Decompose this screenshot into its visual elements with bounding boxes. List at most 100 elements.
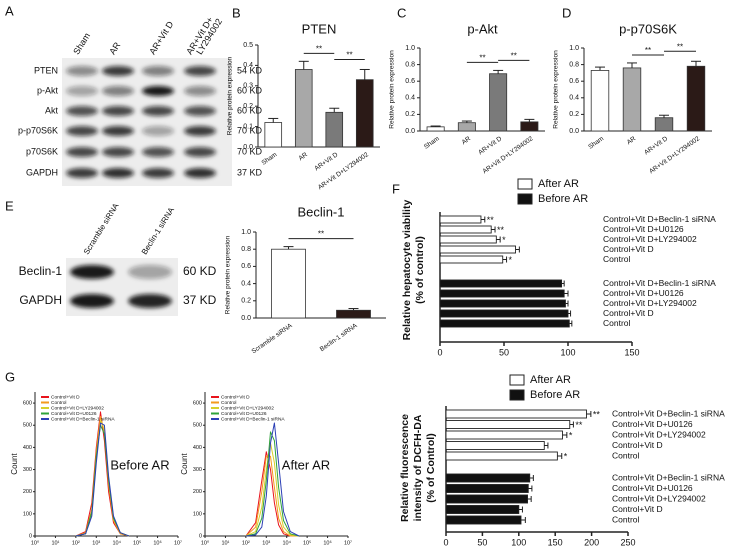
bar	[439, 215, 482, 224]
error-bar	[268, 117, 279, 123]
blot-band	[102, 126, 134, 136]
legend-swatch	[509, 389, 525, 401]
y-tick-label: 0.6	[241, 263, 251, 270]
legend-label: Control+Vit D+LY294002	[221, 405, 274, 411]
error-bar	[569, 421, 574, 428]
error-bar	[527, 496, 532, 502]
bar	[439, 319, 570, 328]
bar	[489, 73, 508, 132]
error-bar	[298, 60, 309, 70]
blot-band	[128, 294, 172, 308]
significance-label: **	[575, 420, 583, 430]
series-line	[245, 451, 299, 537]
blot-background	[62, 58, 232, 186]
blot-band	[142, 168, 174, 178]
error-bar	[430, 125, 441, 127]
legend-label: Control+Vit D+Beclin-1 siRNA	[51, 416, 115, 422]
bar	[445, 515, 522, 525]
category-label: Control+Vit D+U0126	[612, 483, 693, 493]
y-tick-label: 0.6	[569, 78, 579, 85]
error-bar	[461, 120, 472, 123]
error-bar	[561, 280, 565, 287]
protein-label: GAPDH	[19, 293, 62, 307]
bar	[457, 122, 476, 132]
legend-label: Control+Vit D	[51, 394, 80, 400]
x-tick-label: 50	[499, 347, 509, 357]
size-label: 60 KD	[237, 85, 263, 95]
panel-label: E	[5, 198, 14, 213]
y-tick-label: 0.1	[243, 123, 253, 130]
error-bar	[329, 107, 340, 113]
error-bar	[569, 320, 573, 327]
bar	[336, 309, 371, 319]
y-axis-label: intensity of DCFH-DA	[412, 414, 424, 521]
x-tick-label: AR	[461, 135, 473, 146]
error-bar	[586, 411, 592, 417]
series-line	[245, 442, 300, 537]
significance-label: **	[318, 230, 324, 239]
y-tick-label: 0.0	[569, 128, 579, 135]
blot-band	[184, 126, 216, 136]
x-tick-label: 10³	[262, 540, 270, 546]
y-axis-label: (% of control)	[414, 236, 426, 304]
y-tick-label: 0.4	[243, 62, 253, 69]
bar	[520, 121, 539, 132]
bar	[439, 289, 565, 298]
error-bar	[283, 246, 294, 250]
bar	[445, 451, 558, 461]
error-bar	[518, 506, 523, 513]
panel-label: F	[392, 181, 400, 196]
panel-label: B	[232, 5, 241, 20]
y-tick-label: 1.0	[569, 45, 579, 52]
legend-label: Control+Vit D+U0126	[51, 411, 97, 417]
y-axis-label: Relative hepatocyte viability	[401, 200, 413, 341]
legend-label: Control	[221, 400, 236, 406]
y-axis-label: (% of Control)	[425, 433, 437, 502]
y-tick-label: 0.2	[569, 111, 579, 118]
protein-label: p-Akt	[37, 85, 59, 95]
y-tick-label: 300	[23, 467, 32, 473]
blot-band	[142, 66, 174, 76]
bar	[654, 117, 674, 132]
blot-band	[184, 168, 216, 178]
bar	[439, 245, 516, 254]
blot-band	[142, 147, 174, 157]
error-bar	[595, 66, 605, 71]
blot-band	[142, 126, 174, 136]
x-tick-label: 10⁵	[303, 539, 311, 546]
significance-label: **	[645, 46, 651, 55]
series-line	[75, 422, 130, 537]
error-bar	[564, 290, 569, 297]
size-label: 60 KD	[183, 264, 217, 278]
category-label: Control+Vit D+LY294002	[612, 493, 706, 503]
legend-label: Before AR	[538, 193, 588, 205]
chart-title: p-Akt	[467, 21, 498, 36]
error-bar	[524, 118, 535, 122]
bar	[445, 409, 587, 419]
blot-band	[66, 106, 98, 116]
x-tick-label: 100	[560, 347, 575, 357]
category-label: Control	[603, 254, 631, 264]
error-bar	[659, 114, 669, 118]
bar	[445, 441, 545, 450]
y-tick-label: 600	[23, 401, 32, 407]
chart-title: p-p70S6K	[619, 21, 677, 36]
size-label: 54 KD	[237, 65, 263, 75]
size-label: 70 KD	[237, 125, 263, 135]
x-tick-label: AR	[297, 151, 309, 162]
y-tick-label: 1.0	[241, 229, 251, 236]
x-tick-label: 10⁴	[282, 539, 291, 546]
y-tick-label: 600	[193, 401, 202, 407]
significance-label: **	[479, 54, 485, 63]
category-label: Control+Vit D+U0126	[612, 419, 693, 429]
error-bar	[480, 216, 486, 223]
error-bar	[359, 68, 370, 80]
bar	[445, 420, 571, 429]
significance-label: **	[346, 51, 352, 60]
significance-label: *	[569, 430, 573, 440]
x-tick-label: 200	[584, 537, 599, 547]
y-tick-label: 200	[23, 489, 32, 495]
blot-band	[66, 66, 98, 76]
category-label: Control+Vit D+U0126	[603, 224, 684, 234]
error-bar	[491, 226, 496, 233]
